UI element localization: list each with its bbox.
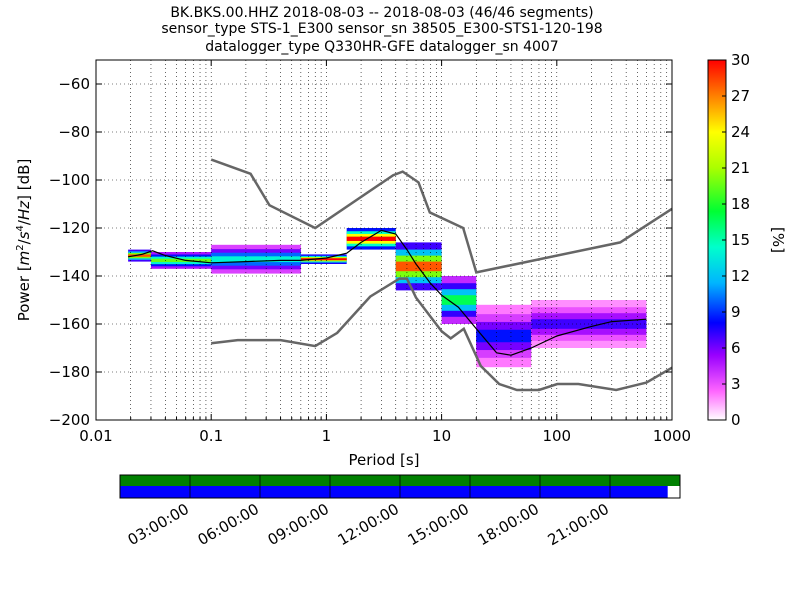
colorbar-tick-label: 21: [731, 159, 750, 177]
coverage-timeline: 03:00:00 06:00:00 09:00:00 12:00:00 15:00:00…: [119, 474, 681, 549]
x-axis-label: Period [s]: [348, 451, 419, 469]
colorbar-tick-label: 12: [731, 267, 750, 285]
colorbar-label: [%]: [769, 227, 787, 253]
pdf-cell: [211, 256, 301, 263]
timeline-tick-label: 09:00:00: [265, 500, 332, 549]
mode-line: [127, 229, 647, 356]
timeline-tick-label: 15:00:00: [405, 500, 472, 549]
pdf-band: [211, 244, 301, 274]
colorbar-tick-label: 27: [731, 87, 750, 105]
colorbar-tick-label: 0: [731, 411, 741, 429]
colorbar-ticks: 0 3 6 9 12 15 18 21 24 27 30: [722, 51, 750, 429]
y-axis-ticks: −200 −180 −160 −140 −120 −100 −80 −60: [49, 75, 672, 429]
colorbar-tick-label: 9: [731, 303, 741, 321]
pdf-cell: [150, 258, 212, 263]
colorbar-tick-label: 24: [731, 123, 750, 141]
pdf-cell: [300, 258, 347, 261]
pdf-cell: [346, 236, 396, 241]
chart-title-line-1: BK.BKS.00.HHZ 2018-08-03 -- 2018-08-03 (…: [170, 5, 593, 21]
colorbar-tick-label: 3: [731, 375, 741, 393]
pdf-band: [531, 300, 647, 348]
pdf-band: [395, 242, 442, 291]
y-tick-label: −80: [58, 123, 90, 141]
y-tick-label: −60: [58, 75, 90, 93]
x-tick-label: 100: [542, 427, 571, 445]
pdf-band: [346, 228, 396, 250]
pdf-band: [128, 249, 151, 262]
x-axis-ticks: 0.01 0.1 1 10 100 1000: [79, 60, 691, 445]
low-noise-model-line: [211, 277, 673, 392]
y-tick-label: −160: [49, 315, 90, 333]
colorbar-tick-label: 15: [731, 231, 750, 249]
mode-curve: [127, 229, 647, 356]
chart-title-line-3: datalogger_type Q330HR-GFE datalogger_sn…: [205, 39, 558, 55]
chart-title-line-2: sensor_type STS-1_E300 sensor_sn 38505_E…: [161, 21, 602, 37]
pdf-band: [476, 304, 532, 368]
pdf-band: [150, 252, 212, 269]
timeline-tick-label: 21:00:00: [545, 500, 612, 549]
colorbar-tick-label: 18: [731, 195, 750, 213]
y-tick-label: −100: [49, 171, 90, 189]
colorbar-tick-label: 6: [731, 339, 741, 357]
x-tick-label: 1: [322, 427, 332, 445]
pdf-cell: [441, 295, 477, 305]
noise-models: [210, 158, 673, 392]
colorbar-tick-label: 30: [731, 51, 750, 69]
y-tick-label: −180: [49, 363, 90, 381]
high-noise-model-line: [210, 158, 673, 274]
pdf-cell: [476, 329, 532, 343]
pdf-band: [300, 254, 347, 264]
pdf-cell: [395, 261, 442, 272]
pdf-band: [441, 276, 477, 324]
plot-frame: [95, 59, 673, 421]
x-tick-label: 0.01: [79, 427, 112, 445]
x-tick-label: 10: [432, 427, 451, 445]
timeline-tick-label: 12:00:00: [335, 500, 402, 549]
y-tick-label: −140: [49, 267, 90, 285]
x-tick-label: 0.1: [199, 427, 223, 445]
y-axis-label: Power [m2/s4/Hz] [dB]: [15, 159, 33, 322]
coverage-bar-bottom: [120, 486, 668, 498]
grid: [96, 60, 672, 420]
x-tick-label: 1000: [653, 427, 691, 445]
y-tick-label: −120: [49, 219, 90, 237]
y-tick-label: −200: [49, 411, 90, 429]
timeline-tick-label: 03:00:00: [125, 500, 192, 549]
pdf-cell: [128, 254, 151, 257]
timeline-tick-label: 06:00:00: [195, 500, 262, 549]
timeline-tick-label: 18:00:00: [475, 500, 542, 549]
